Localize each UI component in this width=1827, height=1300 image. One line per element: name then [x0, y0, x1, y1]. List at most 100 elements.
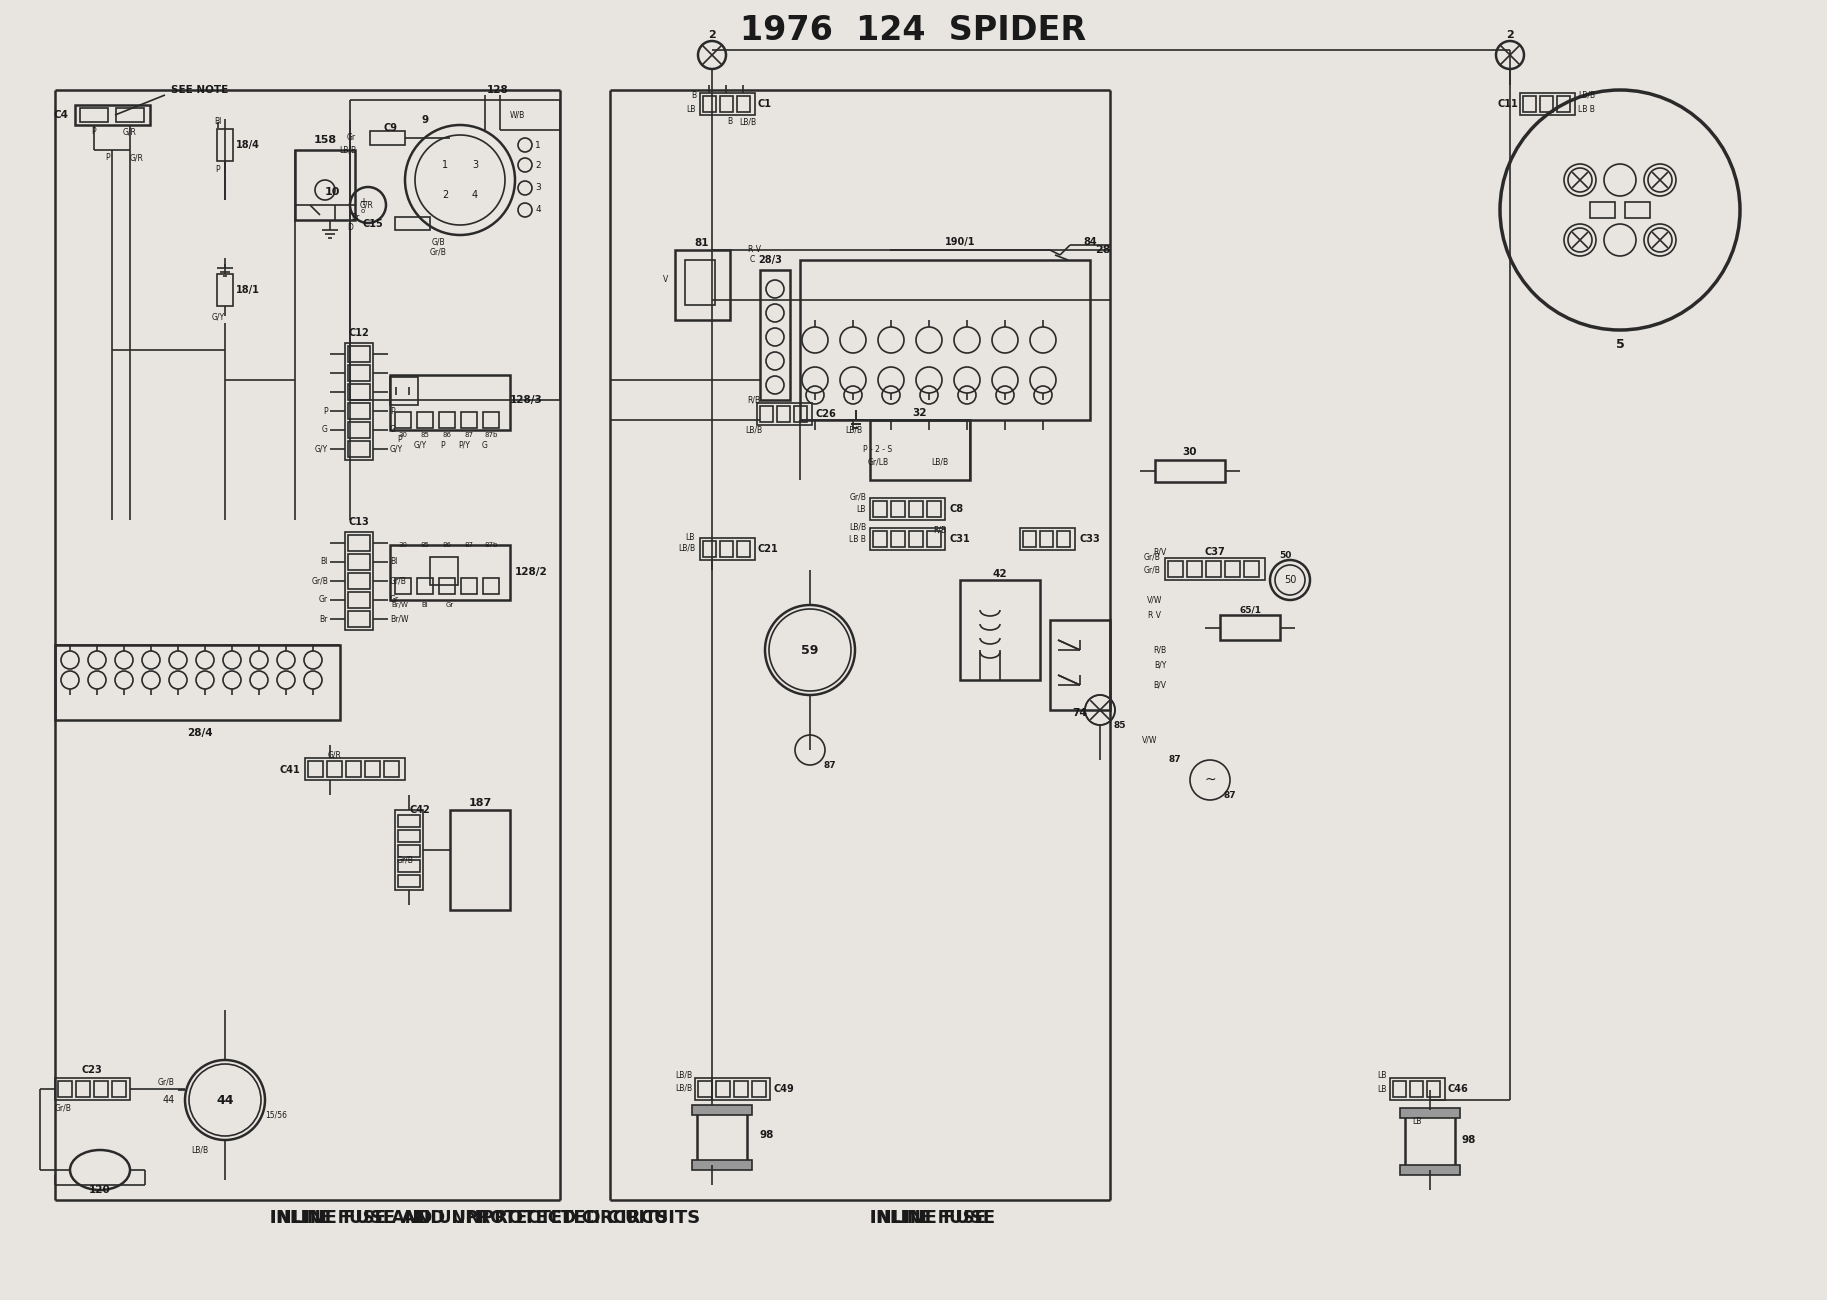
Bar [460, 412, 477, 428]
Bar [327, 760, 342, 777]
Bar [870, 528, 945, 550]
Text: C12: C12 [349, 328, 369, 338]
Text: 1: 1 [442, 160, 448, 170]
Text: C21: C21 [758, 543, 778, 554]
Bar [926, 530, 941, 547]
Bar [389, 377, 418, 406]
Bar [1206, 562, 1220, 577]
Text: Gr/B: Gr/B [389, 576, 407, 585]
Text: 4: 4 [535, 205, 541, 214]
Text: 50: 50 [1279, 550, 1292, 559]
Text: C11: C11 [1498, 99, 1518, 109]
Text: 50: 50 [1284, 575, 1295, 585]
Bar [55, 1078, 130, 1100]
Text: 87: 87 [1169, 755, 1182, 764]
Text: B/V: B/V [1153, 680, 1166, 689]
Bar [1390, 1078, 1445, 1100]
Bar [1399, 1165, 1460, 1175]
Text: V/W: V/W [1142, 736, 1158, 745]
Text: 85: 85 [1114, 720, 1125, 729]
Bar [685, 260, 714, 306]
Text: Gr/B: Gr/B [850, 493, 866, 502]
Text: P: P [323, 407, 329, 416]
Text: LB: LB [857, 506, 866, 515]
Bar [1540, 96, 1553, 112]
Text: G/R: G/R [360, 200, 375, 209]
Text: Bl: Bl [320, 558, 329, 567]
Bar [959, 580, 1040, 680]
Bar [460, 578, 477, 594]
Text: 74: 74 [1072, 708, 1087, 718]
Text: 87: 87 [464, 432, 473, 438]
Text: P - 2 - S: P - 2 - S [864, 446, 893, 455]
Text: C42: C42 [409, 805, 431, 815]
Text: G: G [389, 425, 396, 434]
Text: 187: 187 [468, 798, 491, 809]
Text: P: P [91, 127, 97, 136]
Text: 128/3: 128/3 [510, 395, 543, 406]
Text: 87: 87 [824, 760, 837, 770]
Bar [910, 530, 923, 547]
Bar [389, 545, 510, 601]
Bar [429, 556, 459, 585]
Bar [115, 108, 144, 122]
Bar [674, 250, 731, 320]
Bar [760, 270, 789, 400]
Text: B: B [727, 117, 733, 126]
Bar [398, 829, 420, 842]
Bar [55, 645, 340, 720]
Bar [1427, 1082, 1440, 1097]
Text: 85: 85 [420, 542, 429, 549]
Text: 120: 120 [90, 1186, 111, 1195]
Text: C41: C41 [280, 764, 300, 775]
Text: 2: 2 [442, 190, 448, 200]
Text: 190/1: 190/1 [945, 237, 976, 247]
Bar [736, 541, 751, 556]
Text: Gr: Gr [446, 602, 455, 608]
Text: INLINE FUSE: INLINE FUSE [870, 1209, 987, 1227]
Bar [800, 260, 1091, 420]
Bar [398, 861, 420, 872]
Text: Bl: Bl [214, 117, 221, 126]
Bar [217, 274, 234, 306]
Text: G/R: G/R [130, 153, 144, 162]
Text: 30: 30 [398, 542, 407, 549]
Text: C37: C37 [1204, 547, 1226, 556]
Text: 98: 98 [1462, 1135, 1476, 1145]
Bar [1224, 562, 1241, 577]
Text: G: G [482, 441, 488, 450]
Text: 5: 5 [1615, 338, 1624, 351]
Text: R V: R V [749, 246, 762, 255]
Text: ~: ~ [1204, 774, 1215, 786]
Bar [870, 498, 945, 520]
Bar [1051, 620, 1111, 710]
Bar [1019, 528, 1074, 550]
Text: Gr: Gr [320, 595, 329, 604]
Bar [482, 412, 499, 428]
Text: 4: 4 [471, 190, 479, 200]
Text: LB/B: LB/B [338, 146, 356, 155]
Text: C9: C9 [384, 124, 396, 133]
Text: INLINE FUSE AND UNPROTECTED CIRCUITS: INLINE FUSE AND UNPROTECTED CIRCUITS [270, 1209, 669, 1227]
Bar [80, 108, 108, 122]
Bar [1244, 562, 1259, 577]
Bar [1589, 202, 1615, 218]
Text: Br: Br [351, 212, 360, 221]
Bar [760, 406, 773, 423]
Text: LB/B: LB/B [932, 458, 948, 467]
Bar [1392, 1082, 1407, 1097]
Text: 18/1: 18/1 [236, 285, 259, 295]
Bar [294, 150, 354, 220]
Text: 84: 84 [1083, 237, 1096, 247]
Text: C15: C15 [362, 218, 384, 229]
Text: +: + [358, 198, 367, 207]
Bar [1405, 1115, 1454, 1170]
Text: 128: 128 [488, 84, 510, 95]
Text: 15/56: 15/56 [265, 1110, 287, 1119]
Bar [795, 406, 808, 423]
Text: G/R: G/R [122, 127, 137, 136]
Bar [395, 810, 424, 890]
Text: C33: C33 [1080, 534, 1100, 543]
Bar [1167, 562, 1184, 577]
Text: 42: 42 [992, 569, 1007, 578]
